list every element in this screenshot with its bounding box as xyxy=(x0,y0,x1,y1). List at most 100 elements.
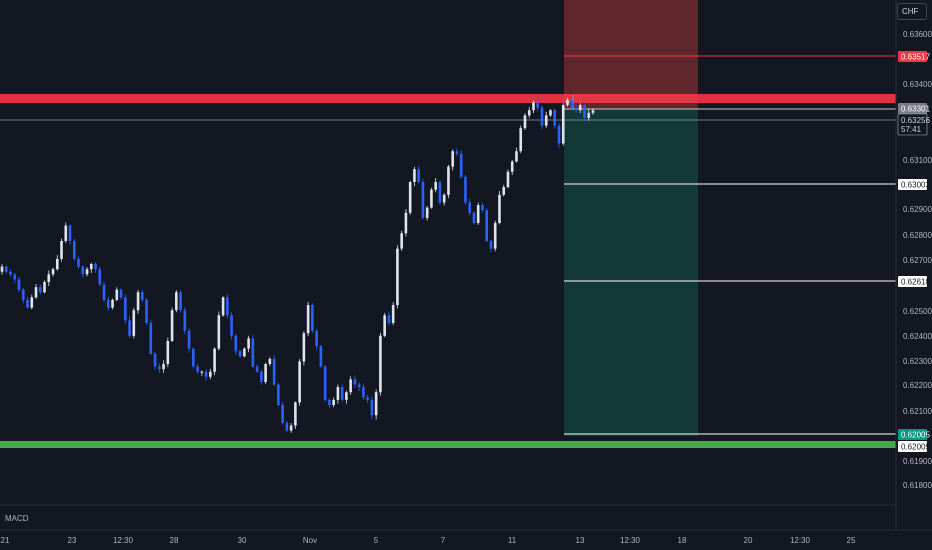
candle-body xyxy=(519,128,523,152)
candle-body xyxy=(574,107,578,111)
candle-body xyxy=(387,315,391,323)
candle-body xyxy=(425,207,429,218)
currency-button[interactable]: CHF xyxy=(897,3,927,20)
current-price: 0.63256 xyxy=(901,116,930,125)
candle-body xyxy=(408,182,412,213)
candle-body xyxy=(561,105,565,144)
stop-loss-area[interactable] xyxy=(564,0,698,109)
candle-body xyxy=(583,105,586,118)
price-tick-label: 0.63100 xyxy=(903,156,932,165)
candle-body xyxy=(442,194,446,203)
candle-body xyxy=(200,371,204,373)
candle-body xyxy=(328,399,331,406)
candle-body xyxy=(383,315,386,336)
candle-body xyxy=(379,335,382,393)
candle-body xyxy=(489,240,493,249)
candle-body xyxy=(128,320,131,336)
candle-body xyxy=(476,205,480,224)
candle-body xyxy=(510,161,514,172)
time-tick-label: 18 xyxy=(678,536,687,545)
candle-body xyxy=(336,387,340,400)
candle-body xyxy=(124,297,127,321)
candle-body xyxy=(196,366,199,372)
candle-body xyxy=(319,346,323,367)
candle-body xyxy=(455,151,459,154)
target-2-badge: 0.62618 xyxy=(898,276,930,287)
candle-body xyxy=(192,348,195,367)
price-tick-label: 0.62400 xyxy=(903,332,932,341)
candle-body xyxy=(85,269,89,275)
take-profit-area[interactable] xyxy=(564,109,698,436)
candle-body xyxy=(340,387,344,400)
candle-body xyxy=(349,379,352,393)
resistance-zone[interactable] xyxy=(0,94,896,103)
candle-body xyxy=(89,264,93,270)
candle-body xyxy=(9,271,12,275)
candle-body xyxy=(353,379,357,385)
candle-body xyxy=(298,361,301,403)
candle-body xyxy=(493,223,497,249)
candle-body xyxy=(570,99,574,108)
candle-body xyxy=(115,289,119,300)
target-3-badge: 0.62005 xyxy=(898,429,930,440)
candle-body xyxy=(145,299,148,323)
candle-body xyxy=(187,330,191,349)
price-tick-label: 0.63600 xyxy=(903,30,932,39)
candle-body xyxy=(566,99,569,106)
time-tick-label: 11 xyxy=(508,536,517,545)
time-tick-label: 12:30 xyxy=(113,536,134,545)
candle-body xyxy=(230,315,233,336)
candle-body xyxy=(311,305,314,331)
time-tick-label: 30 xyxy=(238,536,247,545)
candle-body xyxy=(391,305,395,323)
support-zone[interactable] xyxy=(0,441,896,448)
candle-body xyxy=(468,202,471,213)
time-tick-label: 12:30 xyxy=(790,536,811,545)
candles[interactable] xyxy=(0,96,595,433)
candle-body xyxy=(166,340,170,365)
candle-body xyxy=(34,287,38,298)
price-tick-label: 0.62700 xyxy=(903,256,932,265)
macd-indicator-label[interactable]: MACD xyxy=(5,514,29,523)
candle-body xyxy=(464,176,467,203)
time-axis[interactable]: 21 23 12:30 28 30 Nov 5 7 11 13 12:30 18 20 12:30 25 xyxy=(1,536,856,545)
candle-body xyxy=(272,358,276,385)
candle-body xyxy=(21,289,25,300)
candle-body xyxy=(404,212,408,234)
candle-body xyxy=(132,310,136,336)
candle-body xyxy=(417,169,420,183)
candle-body xyxy=(438,182,442,203)
price-tick-label: 0.63400 xyxy=(903,80,932,89)
candle-body xyxy=(51,269,55,275)
candle-body xyxy=(77,258,80,267)
candle-body xyxy=(485,210,489,241)
candle-body xyxy=(175,292,178,311)
candle-body xyxy=(400,233,403,249)
candle-body xyxy=(459,153,463,177)
candle-body xyxy=(30,297,34,308)
time-tick-label: 23 xyxy=(68,536,77,545)
target-1-badge: 0.63003 xyxy=(898,179,930,190)
stop-loss-price: 0.63517 xyxy=(901,53,930,62)
candle-body xyxy=(281,405,284,423)
time-tick-label: 20 xyxy=(744,536,753,545)
candle-body xyxy=(141,292,144,300)
candle-body xyxy=(60,240,63,259)
candle-body xyxy=(4,266,8,272)
candle-body xyxy=(591,110,595,113)
candle-body xyxy=(451,151,454,167)
candle-body xyxy=(247,338,250,349)
candle-body xyxy=(536,102,540,108)
target-1-price: 0.63003 xyxy=(901,181,930,190)
candle-body xyxy=(221,297,225,316)
time-tick-label: 5 xyxy=(374,536,379,545)
candle-body xyxy=(544,115,548,126)
candle-body xyxy=(153,353,157,367)
entry-price: 0.63301 xyxy=(901,105,930,114)
time-tick-label: 25 xyxy=(847,536,856,545)
candle-body xyxy=(515,151,518,162)
price-axis[interactable]: 0.63600 0.63400 0.63100 0.62900 0.62800 0.627… xyxy=(903,30,932,490)
candle-body xyxy=(106,299,110,308)
